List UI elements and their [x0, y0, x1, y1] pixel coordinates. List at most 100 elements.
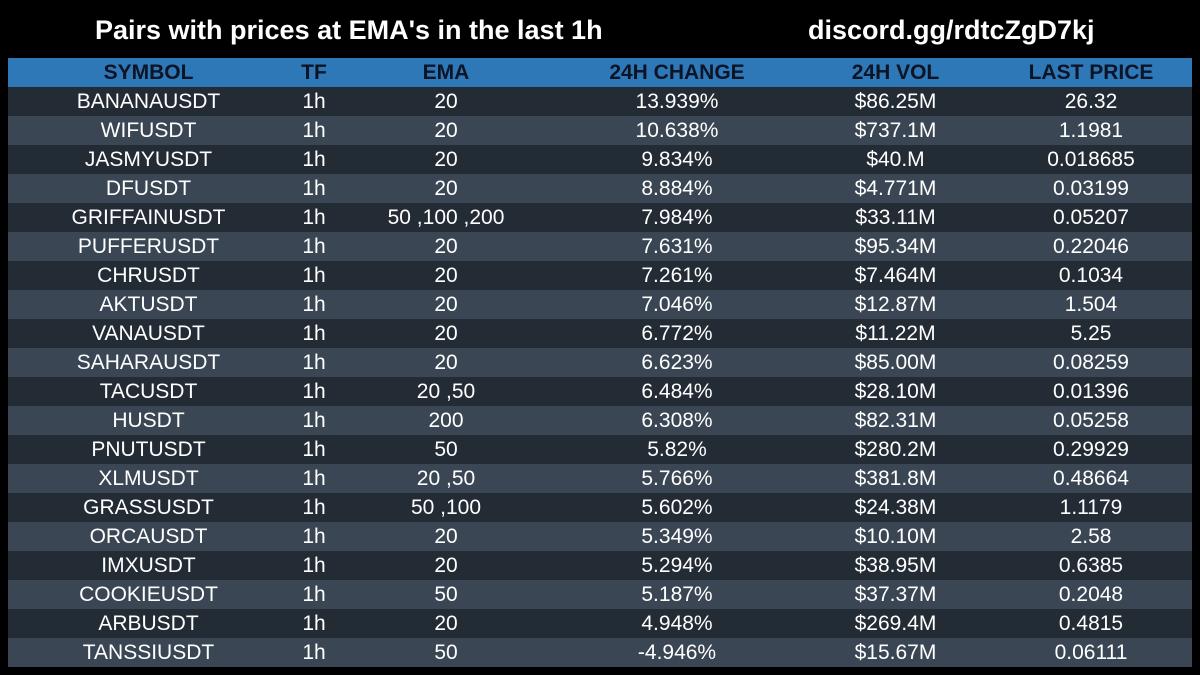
table-row: IMXUSDT 1h 20 5.294% $38.95M 0.6385 [8, 551, 1192, 580]
price-cell: 0.22046 [990, 232, 1192, 261]
price-cell: 0.6385 [990, 551, 1192, 580]
price-cell: 0.06111 [990, 638, 1192, 667]
price-cell: 0.01396 [990, 377, 1192, 406]
symbol-cell: WIFUSDT [8, 116, 289, 145]
table-row: JASMYUSDT 1h 20 9.834% $40.M 0.018685 [8, 145, 1192, 174]
change-cell: 7.631% [553, 232, 801, 261]
price-cell: 0.05207 [990, 203, 1192, 232]
price-cell: 0.1034 [990, 261, 1192, 290]
change-cell: 6.308% [553, 406, 801, 435]
change-cell: 5.294% [553, 551, 801, 580]
ema-cell: 20 ,50 [339, 377, 553, 406]
price-cell: 0.03199 [990, 174, 1192, 203]
symbol-cell: PNUTUSDT [8, 435, 289, 464]
table-row: AKTUSDT 1h 20 7.046% $12.87M 1.504 [8, 290, 1192, 319]
price-cell: 2.58 [990, 522, 1192, 551]
volume-cell: $85.00M [801, 348, 990, 377]
volume-cell: $381.8M [801, 464, 990, 493]
ema-cell: 50 [339, 638, 553, 667]
change-cell: 6.623% [553, 348, 801, 377]
change-cell: 7.261% [553, 261, 801, 290]
change-cell: -4.946% [553, 638, 801, 667]
column-header-last-price: LAST PRICE [990, 58, 1192, 87]
symbol-cell: GRIFFAINUSDT [8, 203, 289, 232]
tf-cell: 1h [289, 580, 339, 609]
column-header-tf: TF [289, 58, 339, 87]
table-row: GRASSUSDT 1h 50 ,100 5.602% $24.38M 1.1179 [8, 493, 1192, 522]
change-cell: 10.638% [553, 116, 801, 145]
tf-cell: 1h [289, 290, 339, 319]
table-row: PUFFERUSDT 1h 20 7.631% $95.34M 0.22046 [8, 232, 1192, 261]
tf-cell: 1h [289, 464, 339, 493]
ema-cell: 50 [339, 580, 553, 609]
ema-cell: 20 [339, 290, 553, 319]
table-row: ARBUSDT 1h 20 4.948% $269.4M 0.4815 [8, 609, 1192, 638]
header: Pairs with prices at EMA's in the last 1… [0, 0, 1200, 58]
symbol-cell: JASMYUSDT [8, 145, 289, 174]
tf-cell: 1h [289, 522, 339, 551]
ema-cell: 50 ,100 [339, 493, 553, 522]
tf-cell: 1h [289, 406, 339, 435]
table-row: DFUSDT 1h 20 8.884% $4.771M 0.03199 [8, 174, 1192, 203]
change-cell: 6.484% [553, 377, 801, 406]
ema-cell: 20 [339, 174, 553, 203]
change-cell: 7.984% [553, 203, 801, 232]
tf-cell: 1h [289, 638, 339, 667]
symbol-cell: PUFFERUSDT [8, 232, 289, 261]
tf-cell: 1h [289, 261, 339, 290]
symbol-cell: TACUSDT [8, 377, 289, 406]
table-header-row: SYMBOL TF EMA 24H CHANGE 24H VOL LAST PR… [8, 58, 1192, 87]
ema-cell: 20 [339, 319, 553, 348]
table-row: VANAUSDT 1h 20 6.772% $11.22M 5.25 [8, 319, 1192, 348]
column-header-symbol: SYMBOL [8, 58, 289, 87]
volume-cell: $737.1M [801, 116, 990, 145]
table-row: COOKIEUSDT 1h 50 5.187% $37.37M 0.2048 [8, 580, 1192, 609]
symbol-cell: AKTUSDT [8, 290, 289, 319]
volume-cell: $280.2M [801, 435, 990, 464]
table-row: SAHARAUSDT 1h 20 6.623% $85.00M 0.08259 [8, 348, 1192, 377]
tf-cell: 1h [289, 377, 339, 406]
price-cell: 1.504 [990, 290, 1192, 319]
ema-cell: 50 [339, 435, 553, 464]
ema-cell: 20 [339, 348, 553, 377]
symbol-cell: VANAUSDT [8, 319, 289, 348]
symbol-cell: DFUSDT [8, 174, 289, 203]
discord-link[interactable]: discord.gg/rdtcZgD7kj [808, 15, 1095, 45]
volume-cell: $15.67M [801, 638, 990, 667]
volume-cell: $82.31M [801, 406, 990, 435]
page-title: Pairs with prices at EMA's in the last 1… [95, 15, 603, 45]
column-header-24h-vol: 24H VOL [801, 58, 990, 87]
tf-cell: 1h [289, 116, 339, 145]
change-cell: 5.766% [553, 464, 801, 493]
table-row: TACUSDT 1h 20 ,50 6.484% $28.10M 0.01396 [8, 377, 1192, 406]
symbol-cell: GRASSUSDT [8, 493, 289, 522]
price-cell: 0.2048 [990, 580, 1192, 609]
volume-cell: $95.34M [801, 232, 990, 261]
price-cell: 0.29929 [990, 435, 1192, 464]
volume-cell: $86.25M [801, 87, 990, 116]
symbol-cell: TANSSIUSDT [8, 638, 289, 667]
tf-cell: 1h [289, 609, 339, 638]
change-cell: 9.834% [553, 145, 801, 174]
symbol-cell: IMXUSDT [8, 551, 289, 580]
change-cell: 5.187% [553, 580, 801, 609]
ema-cell: 20 [339, 232, 553, 261]
price-cell: 5.25 [990, 319, 1192, 348]
change-cell: 5.602% [553, 493, 801, 522]
volume-cell: $40.M [801, 145, 990, 174]
volume-cell: $4.771M [801, 174, 990, 203]
price-cell: 26.32 [990, 87, 1192, 116]
change-cell: 7.046% [553, 290, 801, 319]
ema-cell: 20 [339, 145, 553, 174]
change-cell: 8.884% [553, 174, 801, 203]
table-row: CHRUSDT 1h 20 7.261% $7.464M 0.1034 [8, 261, 1192, 290]
table-row: PNUTUSDT 1h 50 5.82% $280.2M 0.29929 [8, 435, 1192, 464]
ema-cell: 20 [339, 551, 553, 580]
ema-cell: 50 ,100 ,200 [339, 203, 553, 232]
price-cell: 0.08259 [990, 348, 1192, 377]
volume-cell: $38.95M [801, 551, 990, 580]
symbol-cell: CHRUSDT [8, 261, 289, 290]
ema-cell: 20 [339, 87, 553, 116]
table-row: XLMUSDT 1h 20 ,50 5.766% $381.8M 0.48664 [8, 464, 1192, 493]
ema-pairs-table: SYMBOL TF EMA 24H CHANGE 24H VOL LAST PR… [8, 58, 1192, 667]
